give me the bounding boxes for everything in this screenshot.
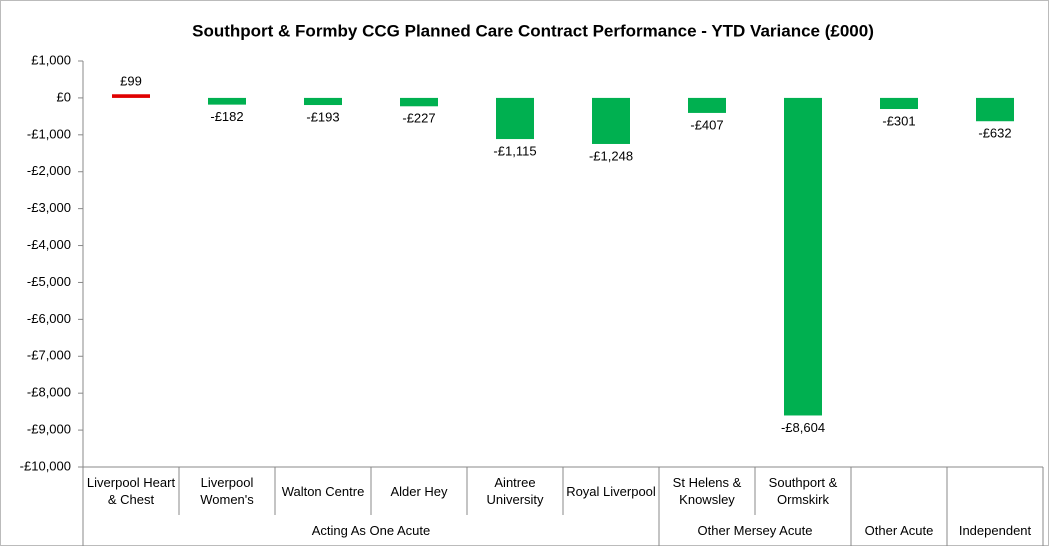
- bar: [784, 97, 822, 416]
- y-tick-label: -£6,000: [27, 311, 71, 326]
- value-label: -£1,248: [589, 148, 633, 163]
- x-tick-label: [851, 467, 947, 515]
- group-label: Independent: [958, 523, 1032, 538]
- y-tick-label: -£5,000: [27, 274, 71, 289]
- y-tick-label: -£7,000: [27, 348, 71, 363]
- value-label: £99: [120, 74, 142, 89]
- y-tick-label: £0: [57, 89, 71, 104]
- value-label: -£632: [978, 126, 1011, 141]
- value-label: -£193: [306, 109, 339, 124]
- group-label: Acting As One Acute: [311, 523, 431, 538]
- y-tick-label: -£2,000: [27, 163, 71, 178]
- bar: [592, 97, 630, 144]
- value-label: -£407: [690, 117, 723, 132]
- y-tick-label: -£1,000: [27, 126, 71, 141]
- bar: [304, 97, 342, 106]
- chart-title: Southport & Formby CCG Planned Care Cont…: [192, 21, 874, 40]
- bar: [688, 97, 726, 113]
- bar: [208, 97, 246, 105]
- bar: [400, 97, 438, 107]
- x-tick-label: St Helens & Knowsley: [672, 475, 742, 507]
- bar: [496, 97, 534, 140]
- x-tick-label: Liverpool Women's: [200, 475, 254, 507]
- value-label: -£227: [402, 111, 435, 126]
- y-tick-label: -£3,000: [27, 200, 71, 215]
- x-tick-label: Liverpool Heart & Chest: [86, 475, 176, 507]
- value-label: -£1,115: [493, 144, 536, 159]
- y-tick-label: -£8,000: [27, 385, 71, 400]
- bar: [976, 97, 1014, 122]
- y-tick-label: -£9,000: [27, 422, 71, 437]
- x-tick-label: Aintree University: [486, 475, 544, 507]
- y-tick-label: -£10,000: [20, 458, 71, 473]
- value-label: -£301: [882, 113, 915, 128]
- y-tick-label: -£4,000: [27, 237, 71, 252]
- value-label: -£182: [210, 109, 243, 124]
- x-tick-label: Southport & Ormskirk: [768, 475, 838, 507]
- bar: [880, 97, 918, 110]
- x-tick-label: Walton Centre: [281, 483, 365, 499]
- group-label: Other Mersey Acute: [697, 523, 813, 538]
- x-tick-label: Royal Liverpool: [566, 483, 656, 499]
- bar: [112, 94, 150, 98]
- value-label: -£8,604: [781, 420, 825, 435]
- x-tick-label: [947, 467, 1043, 515]
- y-tick-label: £1,000: [31, 52, 71, 67]
- x-tick-label: Alder Hey: [390, 483, 448, 499]
- group-label: Other Acute: [864, 523, 934, 538]
